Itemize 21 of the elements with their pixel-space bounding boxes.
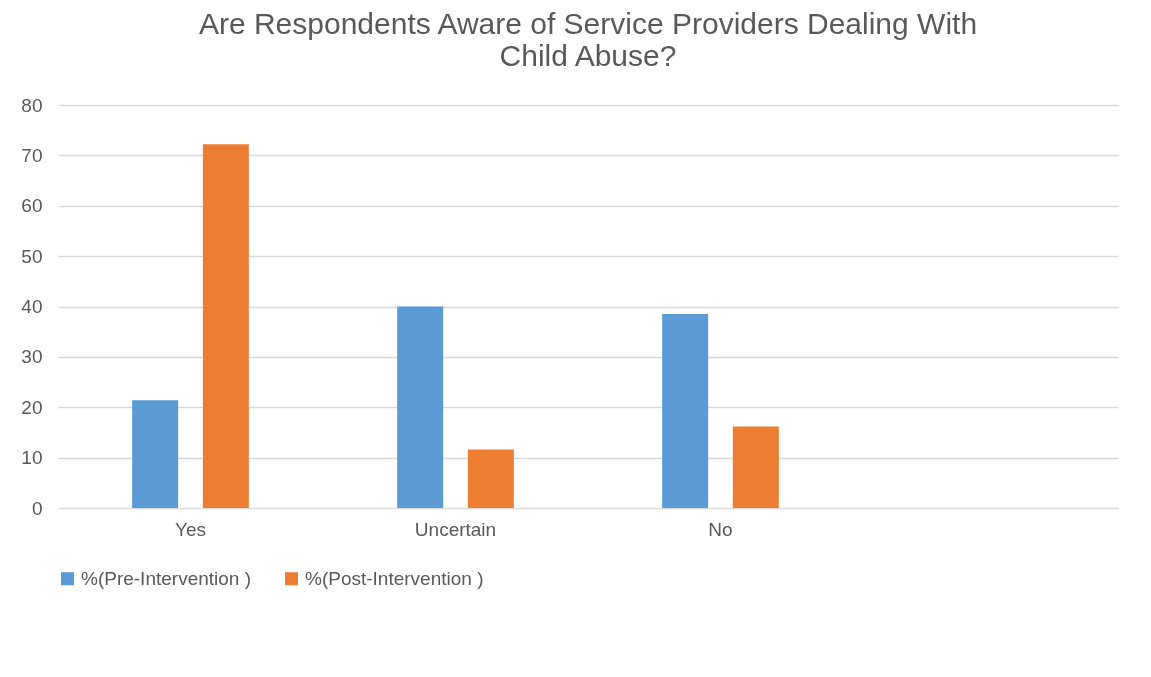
bar	[202, 144, 249, 508]
y-tick-label: 80	[21, 94, 43, 116]
y-tick-label: 30	[21, 346, 43, 368]
bar	[732, 426, 779, 508]
x-tick-label: No	[708, 518, 733, 540]
bar	[662, 314, 709, 508]
bar	[132, 400, 179, 508]
y-tick-label: 10	[21, 447, 43, 469]
chart-title: Are Respondents Aware of Service Providers Dealing With Child Abuse?	[198, 7, 978, 72]
x-tick-label: Uncertain	[414, 518, 497, 540]
y-tick-label: 0	[31, 497, 43, 519]
bar	[397, 306, 444, 508]
legend-label: %(Pre-Intervention )	[81, 567, 252, 589]
y-tick-label: 50	[21, 245, 43, 267]
y-tick-label: 60	[21, 195, 43, 217]
y-tick-label: 40	[21, 296, 43, 317]
y-tick-label: 20	[21, 396, 43, 418]
x-tick-label: Yes	[175, 518, 206, 540]
bar	[467, 449, 514, 508]
legend-label: %(Post-Intervention )	[305, 567, 484, 589]
y-tick-label: 70	[21, 144, 43, 166]
